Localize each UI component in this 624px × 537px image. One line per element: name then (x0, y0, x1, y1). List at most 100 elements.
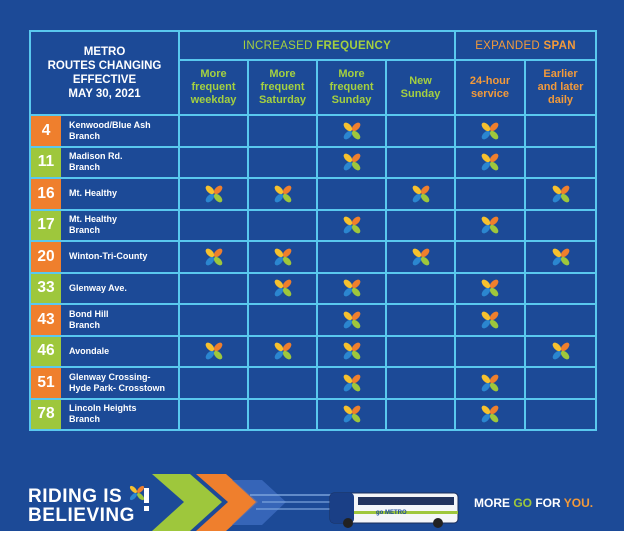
pinwheel-check-icon (205, 248, 222, 266)
pinwheel-check-icon (343, 374, 360, 392)
route-number: 4 (31, 116, 61, 146)
schedule-cell (384, 208, 457, 242)
bus-label: go METRO (376, 510, 407, 516)
route-number: 17 (31, 210, 61, 240)
schedule-cell (454, 366, 527, 400)
pinwheel-check-icon (343, 153, 360, 171)
column-header-line: service (471, 87, 509, 100)
column-header-line: More (269, 68, 296, 80)
schedule-cell (384, 303, 457, 337)
route-name-line: Branch (69, 130, 101, 141)
route-name-line: Bond Hill (69, 308, 109, 319)
route-name-line: Mt. Healthy (69, 214, 118, 225)
table-row: 78 Lincoln Heights Branch (29, 397, 598, 431)
route-cell: 46 Avondale (29, 334, 180, 368)
schedule-cell (316, 303, 387, 337)
column-header-saturday: More frequent Saturday (247, 59, 318, 116)
schedule-cell (247, 240, 318, 274)
group-prefix: INCREASED (242, 39, 313, 52)
pinwheel-check-icon (274, 279, 291, 297)
column-header-line: and later (537, 81, 584, 93)
schedule-cell (524, 271, 598, 305)
route-changes-table: METRO ROUTES CHANGING EFFECTIVE MAY 30, … (29, 30, 598, 431)
schedule-cell (247, 366, 318, 400)
table-title: METRO ROUTES CHANGING EFFECTIVE MAY 30, … (29, 30, 180, 116)
column-header-line: More (338, 68, 365, 80)
table-row: 46 Avondale (29, 334, 598, 368)
tagline-line: BELIEVING (28, 505, 135, 526)
schedule-cell (247, 145, 318, 179)
schedule-cell (384, 114, 457, 148)
column-header-line: frequent (329, 81, 374, 93)
schedule-cell (524, 208, 598, 242)
route-name-line: Branch (69, 414, 101, 425)
route-number: 11 (31, 147, 61, 177)
schedule-cell (454, 145, 527, 179)
green-chevron (152, 474, 222, 531)
slogan-part: GO (513, 496, 533, 510)
pinwheel-check-icon (552, 185, 569, 203)
route-cell: 16 Mt. Healthy (29, 177, 180, 211)
schedule-cell (247, 334, 318, 368)
footer: RIDING IS BELIEVING go METRO MORE GO FOR… (0, 474, 624, 537)
group-prefix: EXPANDED (475, 39, 541, 52)
route-name: Kenwood/Blue Ash Branch (69, 116, 176, 146)
route-number: 33 (31, 273, 61, 303)
schedule-cell (524, 240, 598, 274)
schedule-cell (384, 145, 457, 179)
schedule-cell (524, 114, 598, 148)
pinwheel-check-icon (552, 342, 569, 360)
schedule-cell (384, 397, 457, 431)
pinwheel-check-icon (274, 185, 291, 203)
group-header-increased-frequency: INCREASED FREQUENCY (177, 30, 457, 61)
route-cell: 43 Bond Hill Branch (29, 303, 180, 337)
title-line: EFFECTIVE (72, 74, 137, 86)
table-row: 11 Madison Rd. Branch (29, 145, 598, 179)
bus-icon (329, 492, 459, 528)
route-cell: 17 Mt. Healthy Branch (29, 208, 180, 242)
route-name-line: Glenway Crossing- (69, 371, 151, 382)
route-name-line: Branch (69, 225, 101, 236)
pinwheel-check-icon (343, 405, 360, 423)
blue-chevron (232, 480, 286, 525)
route-name-line: Branch (69, 319, 101, 330)
schedule-cell (454, 397, 527, 431)
schedule-cell (524, 366, 598, 400)
schedule-cell (178, 303, 249, 337)
more-go-for-you-slogan: MORE GO FOR YOU. (474, 496, 593, 510)
route-number: 51 (31, 368, 61, 398)
pinwheel-check-icon (343, 342, 360, 360)
pinwheel-check-icon (412, 185, 429, 203)
schedule-cell (316, 366, 387, 400)
route-name-line: Lincoln Heights (69, 403, 137, 414)
table-row: 43 Bond Hill Branch (29, 303, 598, 337)
route-number: 46 (31, 336, 61, 366)
route-name-line: Winton-Tri-County (69, 251, 148, 262)
group-keyword: SPAN (543, 39, 576, 52)
schedule-cell (524, 145, 598, 179)
schedule-cell (384, 334, 457, 368)
header-column-row: More frequent weekday More frequent Saturday… (30, 59, 598, 116)
route-number: 20 (31, 242, 61, 272)
schedule-cell (316, 271, 387, 305)
route-cell: 11 Madison Rd. Branch (29, 145, 180, 179)
schedule-cell (316, 177, 387, 211)
column-header-weekday: More frequent weekday (178, 59, 249, 116)
schedule-cell (524, 397, 598, 431)
table-row: 16 Mt. Healthy (29, 177, 598, 211)
brand-pinwheel-icon (129, 485, 145, 501)
column-header-line: More (200, 68, 227, 80)
schedule-cell (316, 240, 387, 274)
column-header-24-hour: 24-hour service (454, 59, 527, 116)
schedule-cell (178, 208, 249, 242)
schedule-cell (454, 334, 527, 368)
route-name: Avondale (69, 337, 176, 367)
table-row: 33 Glenway Ave. (29, 271, 598, 305)
column-header-line: daily (547, 94, 574, 106)
pinwheel-check-icon (481, 279, 499, 297)
schedule-cell (178, 145, 249, 179)
motion-line (250, 494, 340, 496)
schedule-cell (524, 334, 598, 368)
slogan-part: MORE (474, 496, 514, 510)
